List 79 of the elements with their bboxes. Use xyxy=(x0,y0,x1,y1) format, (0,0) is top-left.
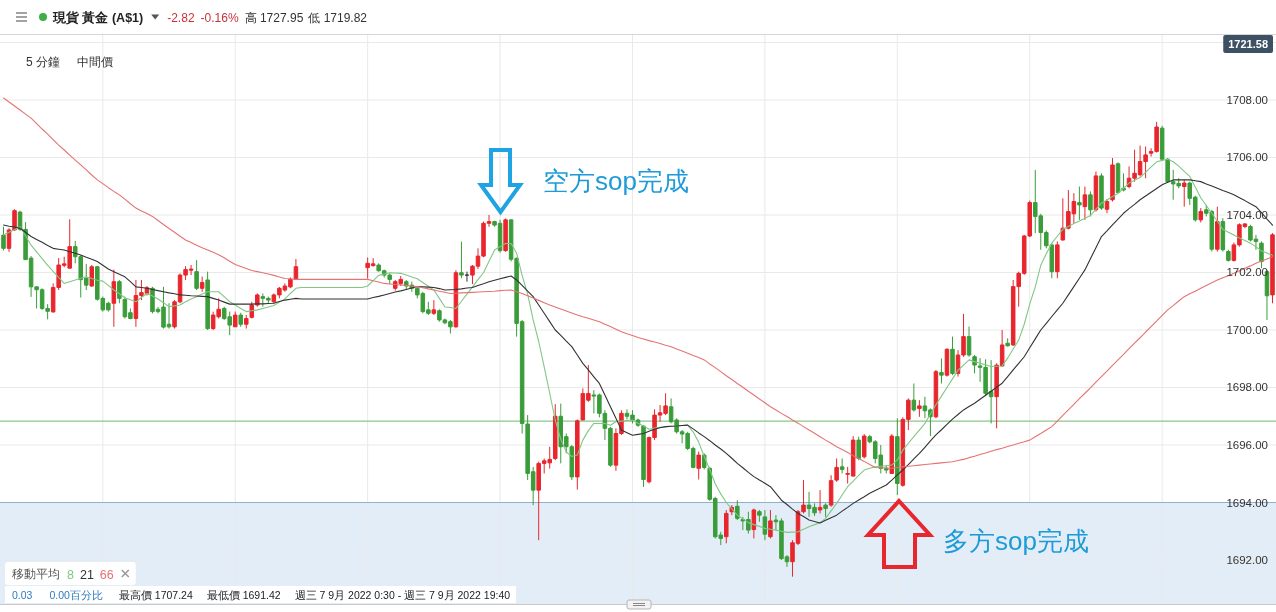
text: 66 xyxy=(99,567,114,582)
candlestick xyxy=(1159,125,1165,161)
candlestick xyxy=(1005,337,1010,348)
text: 低 1719.82 xyxy=(308,11,368,25)
candlestick xyxy=(1060,197,1066,242)
candlestick xyxy=(1110,157,1115,202)
y-tick-label: 1706.00 xyxy=(1226,151,1268,164)
candlestick xyxy=(1226,249,1231,263)
text: -2.82 xyxy=(167,11,195,25)
candlestick xyxy=(1220,217,1226,252)
candlestick xyxy=(431,299,437,316)
candlestick xyxy=(817,489,823,514)
candlestick xyxy=(966,326,972,358)
candlestick xyxy=(459,241,464,279)
annotation: 週三 7 9月 2022 0:30 - 週三 7 9月 2022 19:40 xyxy=(294,589,511,601)
annotation: 最低價 1691.42 xyxy=(206,589,281,601)
candlestick xyxy=(111,269,117,328)
text: 8 xyxy=(67,567,74,582)
candlestick xyxy=(464,271,470,283)
chart-title: 現貨 黃金 (A$1) xyxy=(52,10,144,25)
y-tick-label: 1694.00 xyxy=(1226,496,1268,509)
candlestick xyxy=(89,264,95,288)
candlestick xyxy=(641,424,646,488)
candlestick xyxy=(1099,172,1104,211)
text: 21 xyxy=(79,567,94,582)
candlestick xyxy=(839,458,845,474)
line-series xyxy=(2,97,1274,469)
candlestick xyxy=(1077,186,1082,221)
candlestick xyxy=(917,399,922,418)
y-tick-label: 1700.00 xyxy=(1226,323,1268,336)
candlestick xyxy=(889,433,895,475)
candlestick xyxy=(1088,190,1093,217)
candlestick xyxy=(751,508,757,539)
candlestick xyxy=(1215,206,1220,252)
legend-title: 移動平均 xyxy=(12,568,60,580)
annotation: 多方sop完成 xyxy=(943,526,1089,556)
annotation: 空方sop完成 xyxy=(543,166,689,196)
candlestick xyxy=(232,311,238,328)
candlestick xyxy=(724,509,729,544)
candlestick xyxy=(895,417,900,496)
candlestick xyxy=(238,312,244,328)
candlestick xyxy=(244,314,249,330)
candlestick xyxy=(205,271,210,331)
candlestick xyxy=(1181,179,1187,208)
candlestick xyxy=(856,436,861,461)
candlestick xyxy=(911,382,917,413)
candlestick xyxy=(762,509,768,541)
candlestick xyxy=(199,276,205,293)
y-tick-label: 1708.00 xyxy=(1226,93,1268,106)
candlestick xyxy=(293,258,299,281)
annotation: 1721.58 xyxy=(1228,38,1268,50)
annotation: 0.00百分比 xyxy=(49,589,103,601)
annotation: 5 分鐘 xyxy=(26,55,61,69)
candlestick xyxy=(1,226,6,251)
candlestick xyxy=(861,433,867,460)
candlestick xyxy=(1082,186,1088,221)
candlestick xyxy=(1198,207,1204,223)
annotation: 中間價 xyxy=(77,55,113,69)
candlestick xyxy=(552,403,558,461)
y-tick-label: 1692.00 xyxy=(1226,554,1268,567)
candlestick xyxy=(939,357,944,384)
candlestick xyxy=(117,279,122,304)
candlestick xyxy=(768,509,773,539)
candlestick xyxy=(950,336,955,376)
y-tick-label: 1696.00 xyxy=(1226,439,1268,451)
candlestick xyxy=(503,217,508,253)
text: 高 1727.95 xyxy=(244,11,304,25)
candlestick xyxy=(194,259,199,291)
candlestick xyxy=(757,509,762,523)
candlestick xyxy=(1055,240,1060,279)
candlestick xyxy=(823,502,828,518)
annotation: 0.03 xyxy=(12,589,33,601)
text: -0.16% xyxy=(200,11,239,25)
annotation: 最高價 1707.24 xyxy=(118,589,193,601)
candlestick xyxy=(1165,157,1170,184)
y-tick-label: 1698.00 xyxy=(1226,381,1268,394)
candlestick xyxy=(1104,198,1110,214)
candlestick xyxy=(1270,232,1275,304)
candlestick xyxy=(696,451,701,480)
